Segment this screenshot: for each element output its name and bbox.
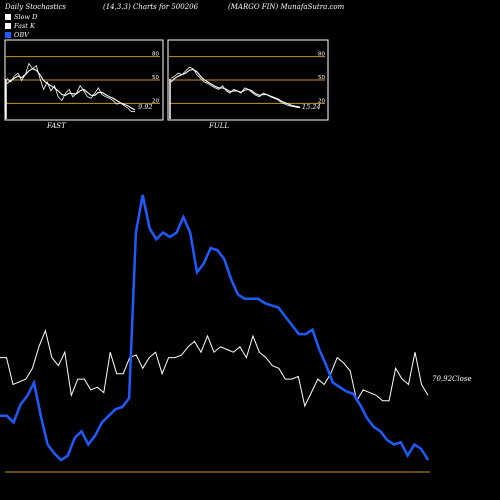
close-value-label: 70.92Close [432, 375, 472, 383]
legend-item-fast-k: Fast K [5, 21, 37, 30]
legend-swatch-fast-k [5, 22, 11, 29]
full-panel-title: FULL [209, 122, 230, 130]
fast-tick-label-80: 80 [152, 52, 159, 58]
fast-tick-label-50: 50 [152, 75, 159, 81]
legend-item-obv: OBV [5, 30, 37, 39]
header-center: (14,3,3) Charts for 500206 [103, 3, 199, 11]
legend-label-fast-k: Fast K [14, 21, 35, 30]
legend: Slow D Fast K OBV [5, 12, 37, 39]
close-series-line [0, 328, 429, 408]
fast-series-slow-d [6, 68, 136, 111]
obv-series-line [0, 194, 430, 462]
legend-label-obv: OBV [14, 30, 29, 39]
fast-panel-title: FAST [47, 122, 66, 130]
fast-tick-label-20: 20 [152, 98, 159, 104]
full-tick-label-20: 20 [318, 98, 325, 104]
fast-last-value-label: 9.92 [138, 103, 152, 111]
legend-item-slow-d: Slow D [5, 12, 37, 21]
full-tick-label-80: 80 [318, 52, 325, 58]
full-last-value-label: 15.24 [302, 103, 321, 111]
legend-swatch-obv [5, 31, 11, 38]
header-left: Daily Stochastics [5, 3, 67, 11]
full-series-fast-k [170, 66, 301, 109]
fast-series-fast-k [6, 62, 136, 113]
full-series-slow-d [170, 68, 301, 108]
full-tick-label-50: 50 [318, 75, 325, 81]
header-right: (MARGO FIN) MunafaSutra.com [228, 3, 345, 11]
full-panel-frame [167, 39, 329, 121]
legend-label-slow-d: Slow D [14, 12, 38, 21]
legend-swatch-slow-d [5, 13, 11, 20]
